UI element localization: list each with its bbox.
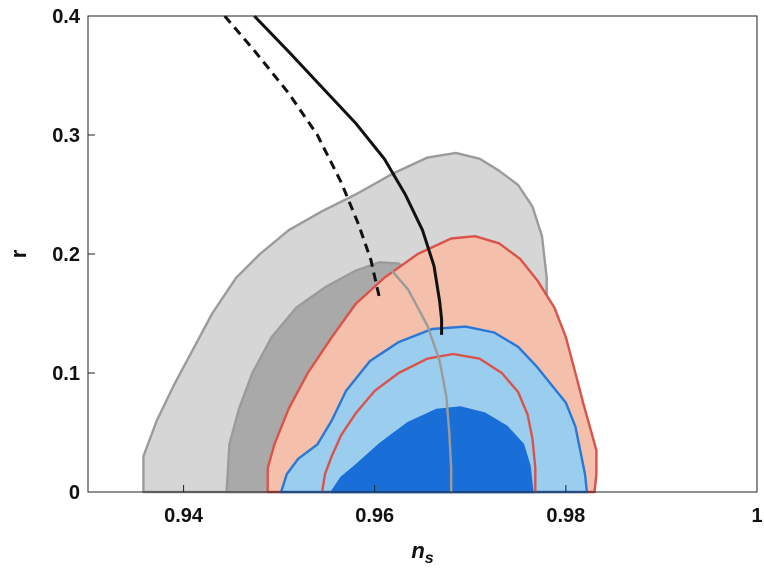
contour-blue-inner bbox=[330, 406, 534, 494]
model-line-solid bbox=[253, 14, 444, 335]
x-tick-label: 0.98 bbox=[546, 505, 585, 527]
model-line-dashed bbox=[223, 15, 382, 302]
x-tick-label: 0.96 bbox=[355, 505, 394, 527]
y-tick-label: 0.2 bbox=[52, 244, 80, 266]
x-axis-label: ns bbox=[411, 538, 433, 567]
y-tick-label: 0.1 bbox=[52, 363, 80, 385]
y-tick-label: 0.4 bbox=[52, 6, 81, 28]
y-ticks: 0 0.1 0.2 0.3 0.4 bbox=[52, 6, 95, 504]
contour-red-inner bbox=[320, 352, 537, 493]
series-layer bbox=[142, 14, 598, 494]
x-axis-label-subscript: s bbox=[425, 550, 434, 567]
y-tick-label: 0.3 bbox=[52, 125, 80, 147]
y-axis-label: r bbox=[6, 249, 31, 258]
x-axis-label-main: n bbox=[411, 538, 424, 563]
x-ticks: 0.94 0.96 0.98 1 bbox=[164, 485, 763, 527]
contour-grey-edge bbox=[390, 269, 453, 492]
y-tick-label: 0 bbox=[69, 482, 80, 504]
x-tick-label: 0.94 bbox=[164, 505, 204, 527]
x-tick-label: 1 bbox=[751, 505, 762, 527]
